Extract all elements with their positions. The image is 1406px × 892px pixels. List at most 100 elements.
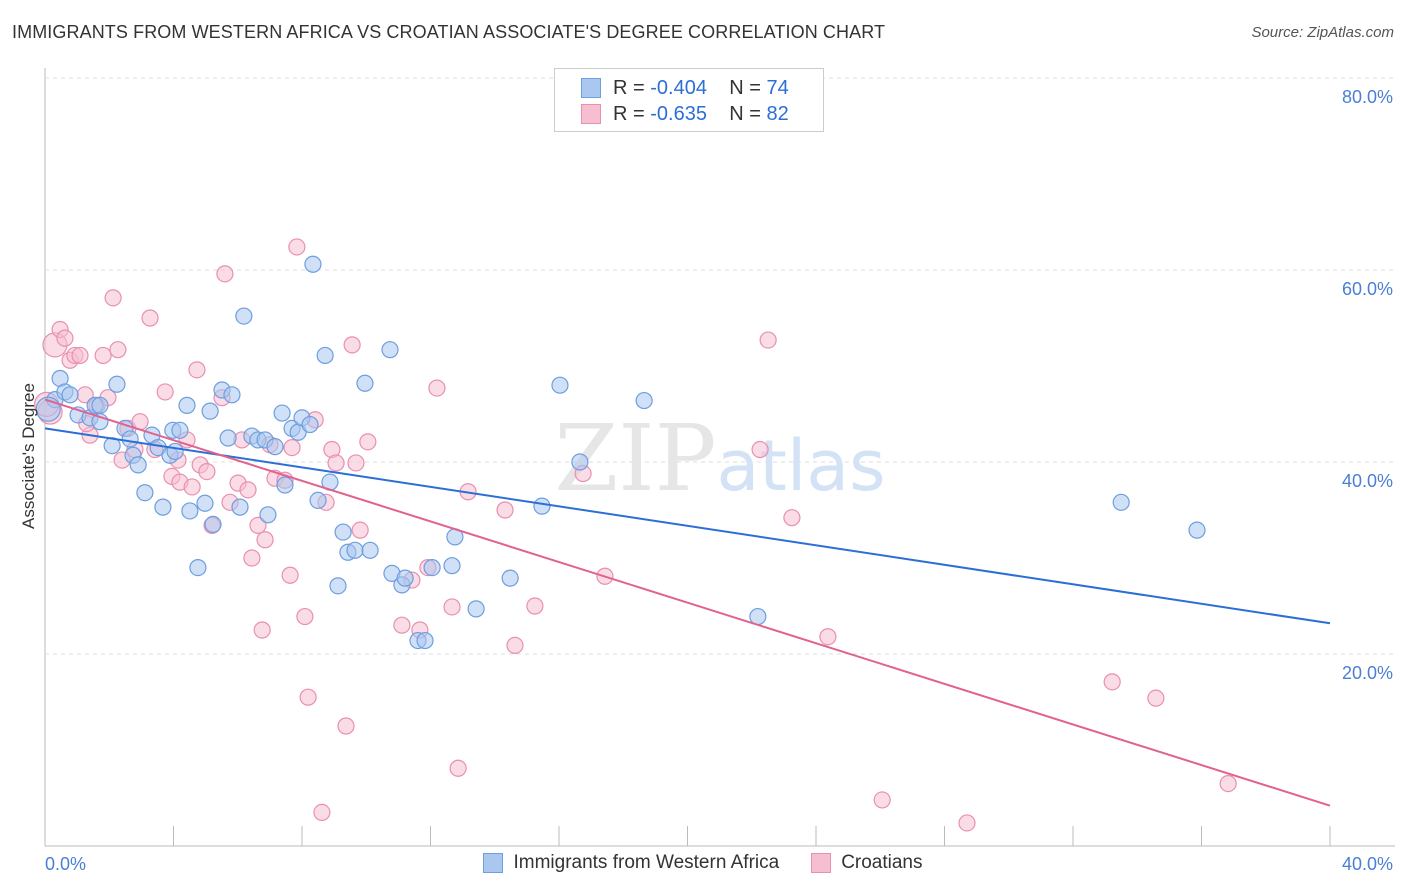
croatians-point (327, 454, 345, 472)
western-africa-point (533, 497, 551, 515)
legend-swatch-blue (483, 853, 504, 873)
croatians-points (34, 238, 1237, 832)
western-africa-point (309, 491, 327, 509)
legend-swatch-pink (581, 104, 601, 124)
croatians-point (299, 688, 317, 706)
western-africa-point (189, 558, 207, 577)
r-value: -0.404 (650, 76, 707, 99)
western-africa-point (551, 376, 569, 394)
croatians-point (1103, 673, 1121, 691)
croatians-point (873, 791, 891, 809)
western-africa-point (196, 494, 214, 512)
croatians-point (94, 346, 112, 365)
croatians-point (253, 621, 271, 639)
western-africa-point (136, 484, 154, 502)
croatians-point (283, 439, 301, 457)
y-axis-label: Associate's Degree (19, 383, 38, 529)
western-africa-point (231, 498, 249, 516)
legend-row-western-africa: R = -0.404 N = 74 (581, 75, 789, 101)
croatians-point (343, 336, 361, 354)
series-legend: Immigrants from Western Africa Croatians (0, 852, 1406, 874)
western-africa-point (443, 557, 461, 575)
croatians-point (313, 803, 331, 822)
croatians-point (296, 607, 314, 626)
croatians-point (104, 289, 122, 307)
western-africa-point (61, 386, 79, 404)
croatians-point (428, 379, 446, 397)
croatians-point (156, 383, 174, 401)
croatians-point (216, 265, 234, 283)
croatians-point (958, 814, 976, 832)
watermark: ZIPatlas (554, 405, 885, 512)
western-africa-point (219, 429, 237, 447)
legend-label: Immigrants from Western Africa (513, 852, 780, 873)
legend-item-western-africa[interactable]: Immigrants from Western Africa (483, 852, 779, 874)
western-africa-point (361, 541, 379, 559)
western-africa-point (304, 255, 322, 273)
croatians-trend-line (44, 398, 1331, 807)
western-africa-point (635, 391, 653, 410)
western-africa-point (1112, 493, 1130, 511)
western-africa-point (381, 341, 399, 359)
n-value: 74 (766, 76, 789, 99)
western-africa-point (181, 502, 199, 520)
y-tick-label: 20.0% (1342, 663, 1393, 683)
western-africa-point (171, 421, 189, 439)
legend-item-croatians[interactable]: Croatians (811, 852, 923, 874)
y-tick-label: 60.0% (1342, 279, 1393, 299)
western-africa-point (346, 541, 364, 559)
croatians-point (337, 717, 355, 735)
croatians-point (71, 346, 89, 365)
western-africa-point (276, 476, 294, 494)
croatians-point (198, 463, 216, 481)
western-africa-point (91, 396, 109, 414)
western-africa-point (178, 396, 196, 414)
western-africa-point (571, 453, 589, 471)
western-africa-point (416, 631, 434, 650)
y-tick-label: 40.0% (1342, 471, 1393, 491)
western-africa-point (108, 375, 126, 393)
western-africa-point (301, 415, 319, 434)
legend-label: Croatians (841, 852, 923, 873)
croatians-point (288, 238, 306, 256)
croatians-point (109, 341, 127, 359)
r-label: R = (613, 76, 645, 99)
western-africa-point (166, 442, 184, 461)
western-africa-point (356, 374, 374, 392)
western-africa-point (467, 600, 485, 618)
croatians-point (759, 331, 777, 349)
croatians-point (526, 597, 544, 615)
western-africa-point (273, 404, 291, 422)
legend-swatch-blue (581, 78, 601, 98)
axis-ticks: 20.0% 40.0% 60.0% 80.0% (173, 87, 1393, 846)
western-africa-point (266, 438, 284, 456)
trend-lines (44, 398, 1331, 807)
croatians-point (783, 509, 801, 527)
y-tick-label: 80.0% (1342, 87, 1393, 107)
western-africa-point (396, 569, 414, 587)
croatians-point (351, 521, 369, 539)
western-africa-point (329, 577, 347, 595)
croatians-point (183, 478, 201, 496)
n-label: N = (729, 102, 761, 125)
western-africa-point (316, 346, 334, 365)
croatians-point (256, 531, 274, 549)
croatians-point (1147, 689, 1165, 707)
croatians-point (449, 759, 467, 777)
legend-box: R = -0.404 N = 74 R = -0.635 N = 82 (554, 68, 824, 132)
croatians-point (243, 549, 261, 567)
western-africa-point (223, 386, 241, 404)
croatians-point (359, 433, 377, 451)
western-africa-point (235, 307, 253, 325)
x-tick-label-max: 40.0% (1342, 854, 1393, 874)
croatians-point (347, 454, 365, 472)
croatians-point (506, 636, 524, 654)
croatians-point (239, 481, 257, 499)
n-label: N = (729, 76, 761, 99)
western-africa-point (501, 569, 519, 587)
croatians-point (393, 616, 411, 634)
western-africa-trend-line (44, 427, 1331, 625)
western-africa-point (423, 558, 441, 577)
chart-title: IMMIGRANTS FROM WESTERN AFRICA VS CROATI… (12, 22, 886, 42)
